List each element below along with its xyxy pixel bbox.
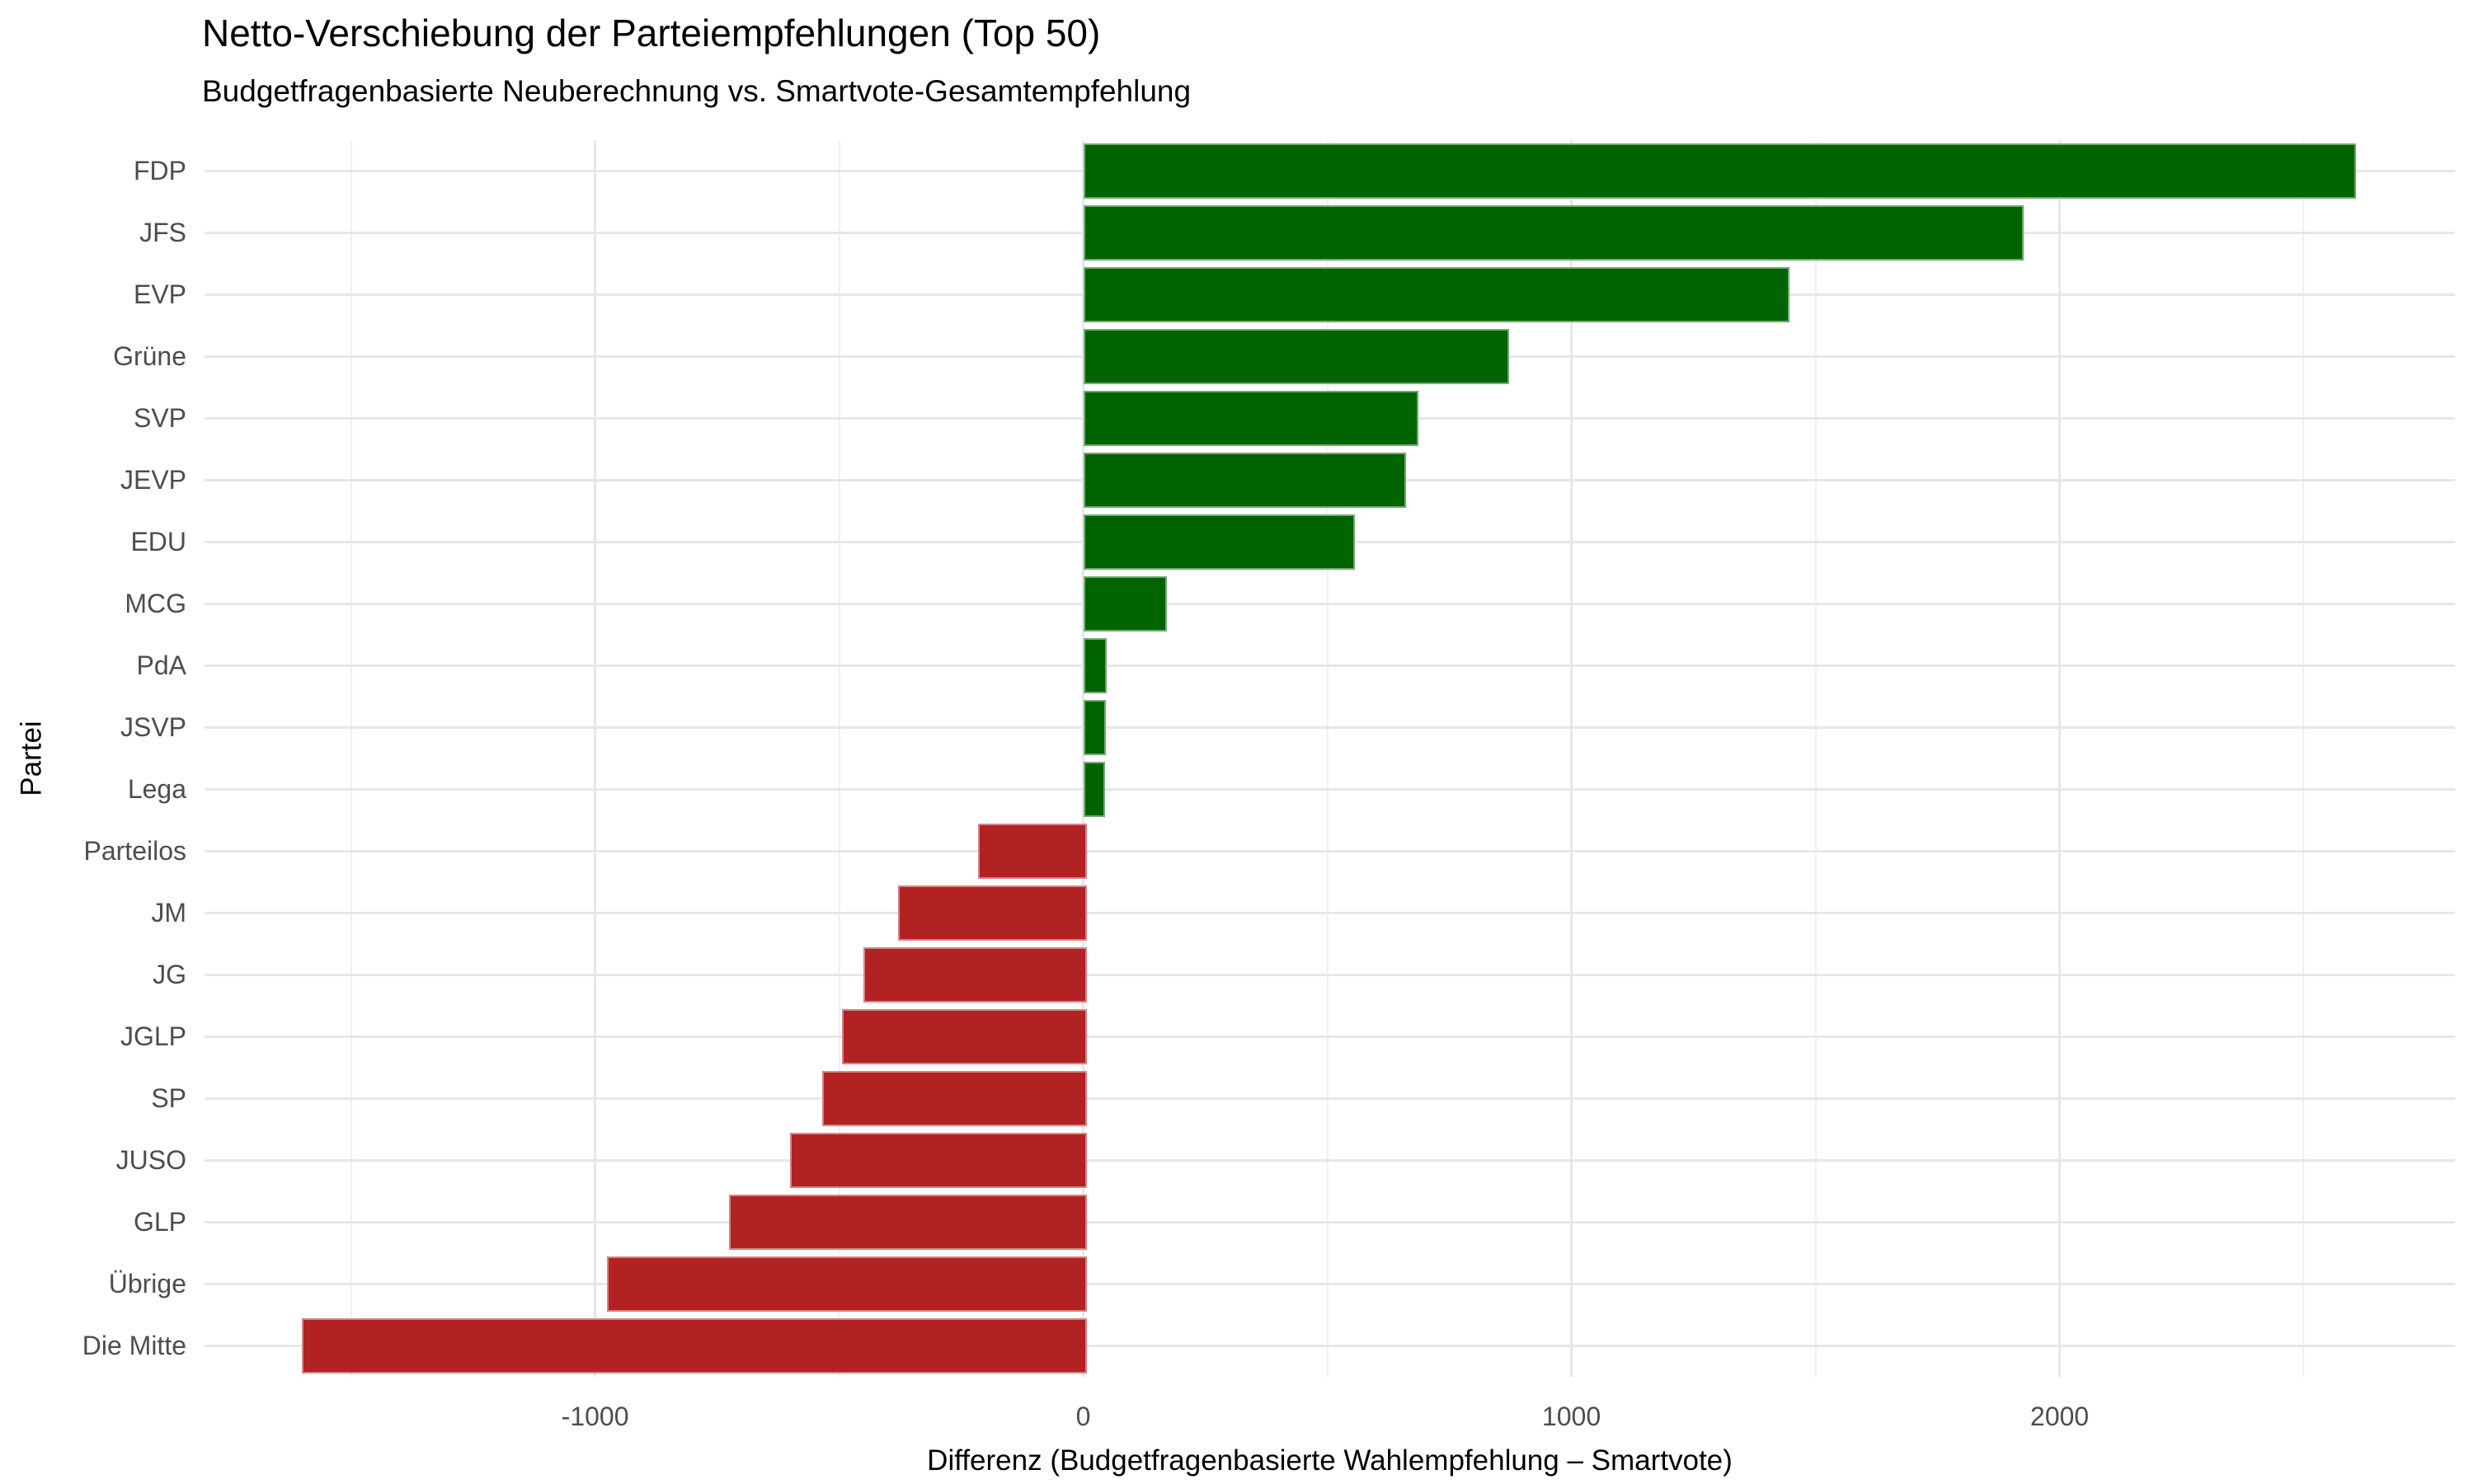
y-label-svp: SVP xyxy=(133,403,186,433)
horizontal-gridline xyxy=(205,912,2455,914)
vertical-gridline-major xyxy=(2058,140,2061,1377)
y-label-fdp: FDP xyxy=(134,156,186,186)
chart-subtitle: Budgetfragenbasierte Neuberechnung vs. S… xyxy=(202,74,1192,108)
y-label-lega: Lega xyxy=(127,774,186,804)
horizontal-gridline xyxy=(205,1283,2455,1285)
bar-glp xyxy=(729,1195,1087,1250)
horizontal-gridline xyxy=(205,726,2455,729)
bar-grüne xyxy=(1083,329,1509,384)
bar-jg xyxy=(863,947,1087,1003)
bar-mcg xyxy=(1083,576,1168,632)
y-label-die-mitte: Die Mitte xyxy=(82,1331,186,1360)
bar-die-mitte xyxy=(302,1318,1087,1374)
y-label-jg: JG xyxy=(153,960,186,989)
horizontal-gridline xyxy=(205,1159,2455,1162)
vertical-gridline-minor xyxy=(1814,140,1817,1377)
horizontal-gridline xyxy=(205,974,2455,976)
bar-jglp xyxy=(841,1009,1087,1064)
vertical-gridline-major xyxy=(1082,140,1085,1377)
vertical-gridline-minor xyxy=(1326,140,1329,1377)
horizontal-gridline xyxy=(205,1097,2455,1100)
vertical-gridline-major xyxy=(594,140,597,1377)
chart-title: Netto-Verschiebung der Parteiempfehlunge… xyxy=(202,12,1101,54)
x-tick-label-0: 0 xyxy=(1075,1402,1091,1431)
y-label-evp: EVP xyxy=(133,279,186,309)
y-label-übrige: Übrige xyxy=(108,1269,186,1298)
y-axis-labels: FDP JFS EVP Grüne SVP JEVP EDU MCG PdA JSVP Lega Pa… xyxy=(0,140,186,1377)
y-label-jsvp: JSVP xyxy=(120,712,186,742)
y-label-parteilos: Parteilos xyxy=(83,836,187,866)
bar-evp xyxy=(1083,267,1790,322)
x-axis-tick-labels: -1000 0 1000 2000 xyxy=(205,1402,2455,1439)
y-label-jfs: JFS xyxy=(139,218,186,247)
y-label-pda: PdA xyxy=(136,650,186,680)
horizontal-gridline xyxy=(205,665,2455,667)
y-label-glp: GLP xyxy=(133,1207,186,1237)
horizontal-gridline xyxy=(205,850,2455,852)
bar-juso xyxy=(790,1133,1087,1188)
y-label-juso: JUSO xyxy=(115,1145,186,1175)
y-label-edu: EDU xyxy=(130,527,186,556)
y-label-grüne: Grüne xyxy=(113,341,186,371)
y-label-sp: SP xyxy=(151,1083,186,1113)
plot-panel xyxy=(205,140,2455,1377)
vertical-gridline-minor xyxy=(350,140,352,1377)
horizontal-gridline xyxy=(205,788,2455,791)
bar-parteilos xyxy=(978,824,1087,879)
vertical-gridline-minor xyxy=(838,140,840,1377)
vertical-gridline-major xyxy=(1570,140,1573,1377)
x-tick-label-1000: 1000 xyxy=(1541,1402,1602,1431)
vertical-gridline-minor xyxy=(2302,140,2305,1377)
y-label-jglp: JGLP xyxy=(120,1021,186,1051)
bar-jfs xyxy=(1083,205,2025,261)
x-tick-label--1000: -1000 xyxy=(561,1402,629,1431)
y-label-jm: JM xyxy=(151,898,186,928)
bar-jsvp xyxy=(1083,700,1107,755)
horizontal-gridline xyxy=(205,1345,2455,1347)
bar-svp xyxy=(1083,391,1419,446)
x-tick-label-2000: 2000 xyxy=(2030,1402,2090,1431)
x-axis-title: Differenz (Budgetfragenbasierte Wahlempf… xyxy=(205,1444,2455,1477)
horizontal-gridline xyxy=(205,1221,2455,1223)
y-label-jevp: JEVP xyxy=(120,465,186,495)
bar-fdp xyxy=(1083,143,2356,199)
horizontal-gridline xyxy=(205,603,2455,605)
bar-jm xyxy=(897,885,1087,941)
y-label-mcg: MCG xyxy=(125,589,186,618)
bar-jevp xyxy=(1083,453,1407,508)
horizontal-gridline xyxy=(205,1036,2455,1038)
bar-sp xyxy=(821,1071,1087,1126)
bar-übrige xyxy=(607,1256,1087,1312)
bar-edu xyxy=(1083,514,1356,570)
bar-pda xyxy=(1083,638,1108,693)
bar-lega xyxy=(1083,762,1106,817)
x-axis-title-text: Differenz (Budgetfragenbasierte Wahlempf… xyxy=(927,1444,1733,1477)
